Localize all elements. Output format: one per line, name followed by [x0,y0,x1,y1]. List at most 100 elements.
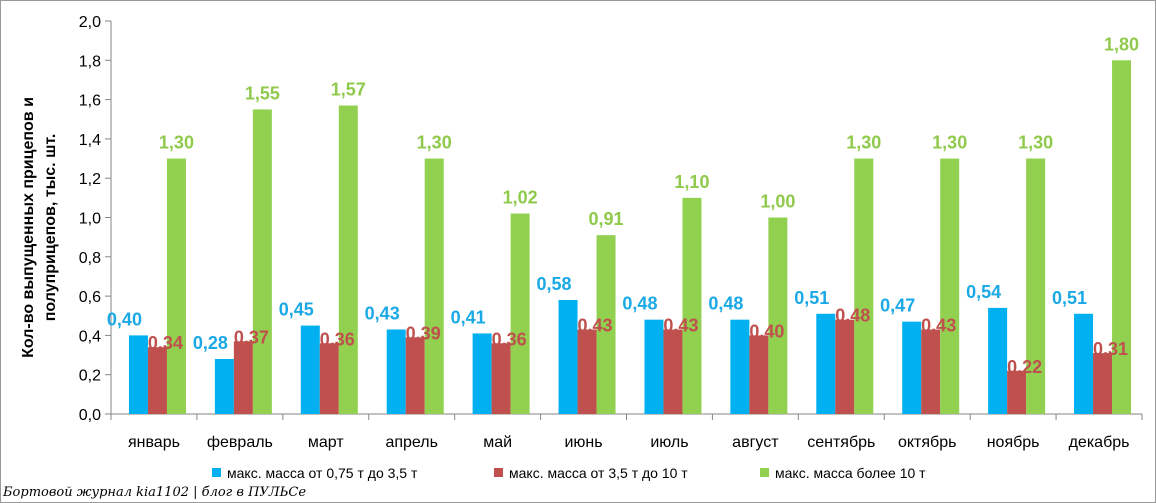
bar [405,337,425,414]
data-label: 0,58 [537,274,572,294]
data-label: 0,43 [921,316,956,336]
data-labels: 0,40 0,28 0,45 0,43 0,41 0,58 0,48 0,48 0,51 0,47… [107,34,1139,376]
bar [300,325,320,414]
x-tick-label: сентябрь [807,434,875,451]
bar [214,358,234,414]
y-tick-label: 1,8 [79,53,101,70]
bar [596,235,616,414]
data-label: 1,30 [846,133,881,153]
bar [768,217,788,414]
y-axis-title: Кол-во выпущенных прицепов и полуприцепов… [20,97,59,358]
bar [424,158,444,414]
y-tick-label: 0,6 [79,289,101,306]
y-tick-label: 1,4 [79,132,101,149]
data-label: 0,39 [406,323,441,343]
x-tick-label: февраль [207,434,273,451]
bar [1007,370,1027,414]
y-axis: 0,0 0,2 0,4 0,6 0,8 1,0 1,2 1,4 1,6 1,8 2,0 [79,14,112,424]
data-label: 0,47 [880,296,915,316]
legend-label: макс. масса более 10 т [775,465,926,481]
x-tick-label: ноябрь [987,434,1040,451]
bar [663,329,683,414]
y-axis-title-line: полуприцепов, тыс. шт. [42,134,59,322]
x-tick-label: декабрь [1069,434,1130,451]
y-tick-label: 0,8 [79,250,101,267]
data-label: 0,34 [148,333,183,353]
data-label: 0,91 [589,209,624,229]
data-label: 0,43 [578,316,613,336]
bar [1093,353,1113,414]
y-tick-label: 0,2 [79,368,101,385]
x-tick-label: октябрь [898,434,956,451]
bar [921,329,941,414]
bar [1112,60,1132,415]
bar [577,329,597,414]
x-axis: январь февраль март апрель май июнь июль август… [110,413,1143,451]
legend-swatch [212,468,221,477]
x-tick-label: август [732,434,779,451]
bar [749,335,769,414]
data-label: 0,45 [279,300,314,320]
bar [902,321,922,414]
data-label: 0,28 [193,333,228,353]
bar [252,109,272,415]
bar [730,319,750,414]
y-tick-label: 0,0 [79,407,101,424]
bar [472,333,492,414]
y-tick-label: 1,2 [79,171,101,188]
data-label: 0,51 [794,288,829,308]
x-tick-label: май [483,434,512,451]
bar [988,307,1008,414]
data-label: 0,48 [708,294,743,314]
data-label: 0,37 [234,327,269,347]
data-label: 0,51 [1052,288,1087,308]
bar [319,343,339,414]
y-axis-title-line: Кол-во выпущенных прицепов и [20,97,37,358]
x-tick-label: январь [128,434,180,451]
y-tick-label: 1,6 [79,93,101,110]
data-label: 0,54 [966,282,1001,302]
data-label: 0,22 [1007,357,1042,377]
data-label: 1,30 [932,133,967,153]
bar [233,341,253,414]
bar [682,197,702,414]
data-label: 1,30 [417,133,452,153]
data-label: 1,57 [331,79,366,99]
data-label: 1,00 [760,192,795,212]
data-label: 0,43 [365,304,400,324]
bar [835,319,855,414]
bar [940,158,960,414]
bar [510,213,530,414]
bar [816,313,836,414]
data-label: 1,30 [159,133,194,153]
data-label: 1,30 [1018,133,1053,153]
bar [338,105,358,415]
data-label: 0,36 [492,329,527,349]
bar [644,319,664,414]
data-label: 0,40 [749,321,784,341]
data-label: 0,40 [107,309,142,329]
data-label: 0,41 [451,307,486,327]
x-tick-label: июнь [564,434,602,451]
watermark: Бортовой журнал kia1102 | блог в ПУЛЬСе [2,485,306,500]
bars [128,60,1132,415]
bar [491,343,511,414]
data-label: 1,55 [245,83,280,103]
bar [386,329,406,414]
legend-label: макс. масса от 3,5 т до 10 т [509,465,688,481]
legend-label: макс. масса от 0,75 т до 3,5 т [227,465,418,481]
legend: макс. масса от 0,75 т до 3,5 т макс. масс… [212,465,926,481]
data-label: 1,80 [1104,34,1139,54]
x-tick-label: март [308,434,344,451]
y-tick-label: 0,4 [79,328,101,345]
legend-swatch [760,468,769,477]
data-label: 0,48 [835,306,870,326]
bar [166,158,186,414]
y-tick-label: 2,0 [79,14,101,31]
data-label: 1,10 [674,172,709,192]
legend-swatch [494,468,503,477]
bar [128,335,148,414]
bar [1074,313,1094,414]
x-tick-label: июль [650,434,688,451]
